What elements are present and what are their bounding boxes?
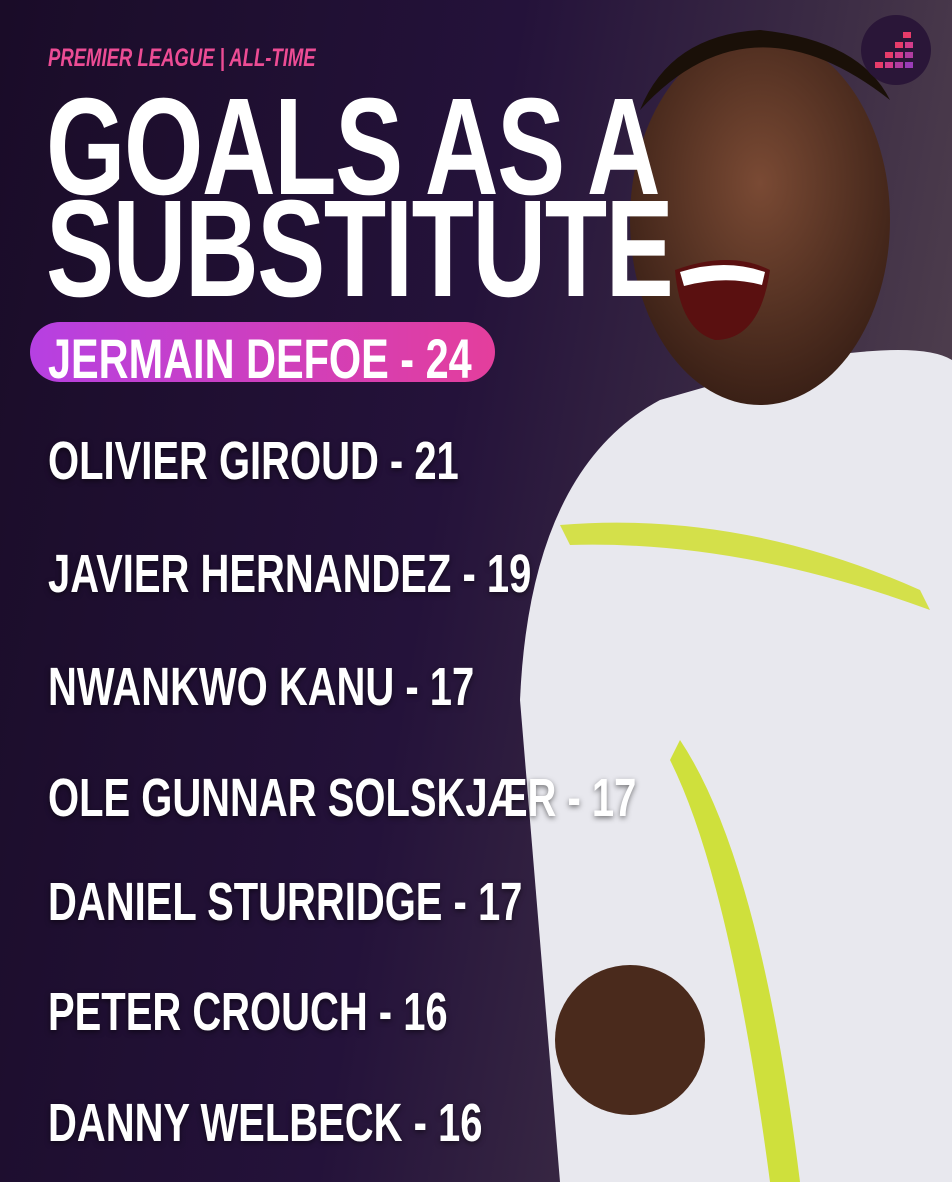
list-item: DANNY WELBECK - 16 [48,1093,483,1153]
title-line-2: SUBSTITUTE [46,172,674,326]
list-item: JAVIER HERNANDEZ - 19 [48,544,532,604]
list-item: NWANKWO KANU - 17 [48,657,475,717]
bar-steps-logo-icon [875,32,913,68]
list-item: OLE GUNNAR SOLSKJÆR - 17 [48,768,637,828]
list-item: DANIEL STURRIDGE - 17 [48,872,523,932]
list-item: OLIVIER GIROUD - 21 [48,431,459,491]
player-photo [520,30,952,1182]
leader-highlight: JERMAIN DEFOE - 24 [30,322,495,390]
brand-logo [861,15,931,85]
subtitle: PREMIER LEAGUE | ALL-TIME [48,44,316,72]
title-line-1: GOALS AS A [46,70,661,224]
list-item: PETER CROUCH - 16 [48,982,448,1042]
